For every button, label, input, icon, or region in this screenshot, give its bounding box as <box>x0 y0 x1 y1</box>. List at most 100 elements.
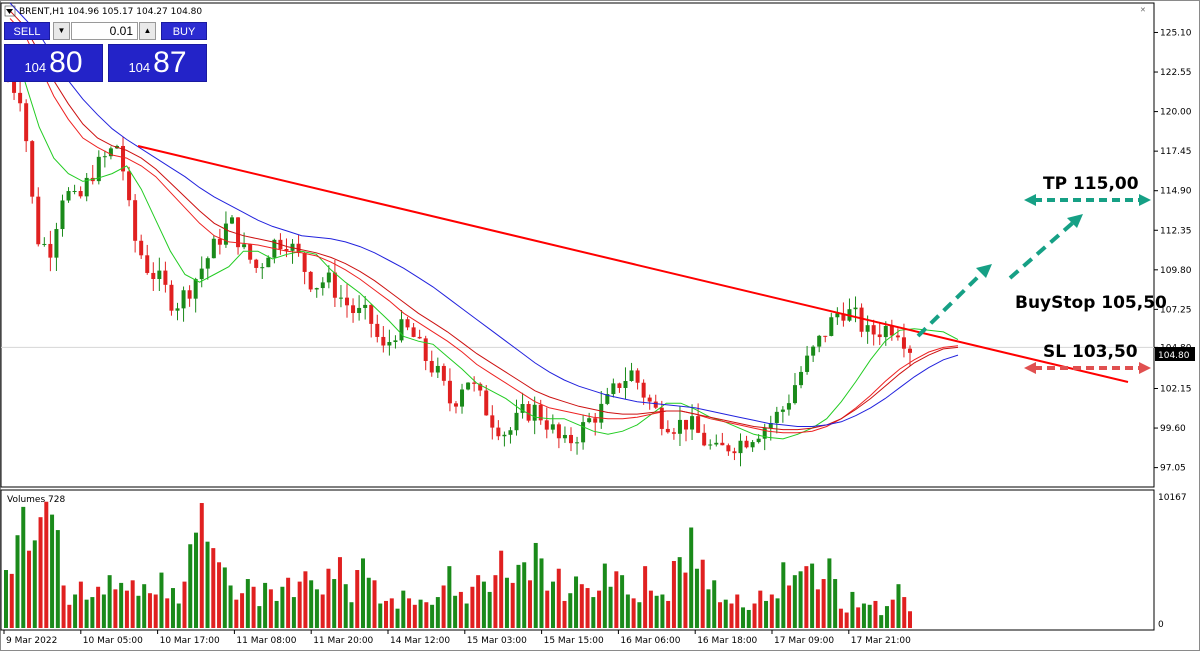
volume-bar <box>614 571 619 628</box>
candle-body <box>732 451 737 454</box>
lot-increase-button[interactable]: ▲ <box>139 22 156 40</box>
candle-body <box>102 156 107 158</box>
time-tick-label: 15 Mar 03:00 <box>467 636 527 646</box>
candle-body <box>617 383 622 388</box>
candle-body <box>60 200 65 230</box>
volume-bar <box>378 603 383 628</box>
trendline[interactable] <box>137 145 1129 383</box>
candle-body <box>647 397 652 402</box>
candle-body <box>375 323 380 337</box>
volume-bar <box>712 580 717 628</box>
volume-bar <box>758 590 763 628</box>
time-tick-label: 14 Mar 12:00 <box>390 636 450 646</box>
volume-bar <box>217 562 222 628</box>
volume-bar <box>188 544 193 628</box>
candle-body <box>550 424 555 430</box>
candle-body <box>320 282 325 289</box>
volume-bar <box>625 594 630 628</box>
candle-body <box>853 307 858 310</box>
volume-bar <box>332 579 337 628</box>
one-click-trading-panel: SELL ▼ 0.01 ▲ BUY 104 80 104 87 <box>4 20 207 82</box>
candle-body <box>629 370 634 381</box>
volume-bar <box>257 606 262 628</box>
sl-label: SL 103,50 <box>1043 342 1138 362</box>
volume-bar <box>412 604 417 628</box>
price-tick-label: 99.60 <box>1160 424 1186 434</box>
volume-bar <box>314 589 319 628</box>
candle-body <box>24 103 29 142</box>
candle-body <box>829 317 834 336</box>
volume-bar <box>176 603 181 628</box>
sell-button[interactable]: SELL <box>4 22 50 40</box>
candle-body <box>96 156 101 182</box>
volume-bar <box>574 576 579 628</box>
window-close-icon[interactable]: ✕ <box>1140 6 1146 14</box>
volume-bar <box>562 600 567 628</box>
volume-bar <box>182 581 187 628</box>
candle-body <box>841 313 846 321</box>
candle-body <box>665 428 670 433</box>
candle-body <box>835 313 840 318</box>
time-tick-label: 11 Mar 08:00 <box>236 636 296 646</box>
buy-price-box[interactable]: 104 87 <box>108 44 207 82</box>
candle-body <box>399 319 404 341</box>
lot-decrease-button[interactable]: ▼ <box>53 22 70 40</box>
volume-bar <box>568 593 573 628</box>
candle-body <box>720 442 725 446</box>
sell-price-box[interactable]: 104 80 <box>4 44 103 82</box>
volume-bar <box>424 602 429 628</box>
sell-price-small: 104 <box>24 60 47 75</box>
candle-body <box>502 434 507 437</box>
volume-bar <box>78 581 83 628</box>
candle-body <box>12 80 17 93</box>
volume-bar <box>435 597 440 628</box>
candle-body <box>744 440 749 448</box>
volume-bar <box>683 572 688 628</box>
candle-body <box>768 423 773 429</box>
candle-body <box>30 141 35 197</box>
candle-body <box>702 432 707 446</box>
volume-bar <box>637 602 642 628</box>
volume-bar <box>821 579 826 628</box>
volume-bar <box>107 575 112 628</box>
volume-plot-area <box>0 489 1155 631</box>
volume-bar <box>372 580 377 628</box>
lot-input[interactable]: 0.01 <box>71 22 138 40</box>
volume-bar <box>694 568 699 628</box>
volume-bar <box>631 598 636 628</box>
volume-bar <box>27 550 32 628</box>
candle-body <box>260 267 265 269</box>
candle-body <box>544 420 549 430</box>
volume-bar <box>142 584 147 628</box>
candle-body <box>568 434 573 444</box>
candle-body <box>332 272 337 298</box>
time-tick-label: 16 Mar 18:00 <box>697 636 757 646</box>
header-triangle-icon[interactable] <box>6 9 13 14</box>
volume-bar <box>798 571 803 628</box>
volume-bar <box>441 585 446 628</box>
price-tick-label: 102.15 <box>1160 384 1192 394</box>
candle-body <box>859 307 864 332</box>
volume-bar <box>360 558 365 628</box>
volume-bar <box>251 586 256 628</box>
volume-bar <box>464 603 469 628</box>
candle-body <box>284 249 289 251</box>
volume-bar <box>844 612 849 628</box>
volume-bar <box>286 577 291 628</box>
volume-bar <box>769 594 774 628</box>
candle-body <box>575 442 580 444</box>
buy-button[interactable]: BUY <box>161 22 207 40</box>
volume-bar <box>856 607 861 628</box>
volume-bar <box>879 615 884 628</box>
candle-body <box>66 191 71 201</box>
candle-body <box>774 411 779 424</box>
candle-body <box>181 290 186 309</box>
candle-body <box>786 403 791 410</box>
candle-body <box>308 271 313 290</box>
candle-body <box>780 409 785 412</box>
volume-bar <box>833 579 838 628</box>
volume-bar <box>389 598 394 628</box>
volume-bar <box>337 557 342 628</box>
volume-bar <box>608 586 613 628</box>
volume-bar <box>729 603 734 628</box>
